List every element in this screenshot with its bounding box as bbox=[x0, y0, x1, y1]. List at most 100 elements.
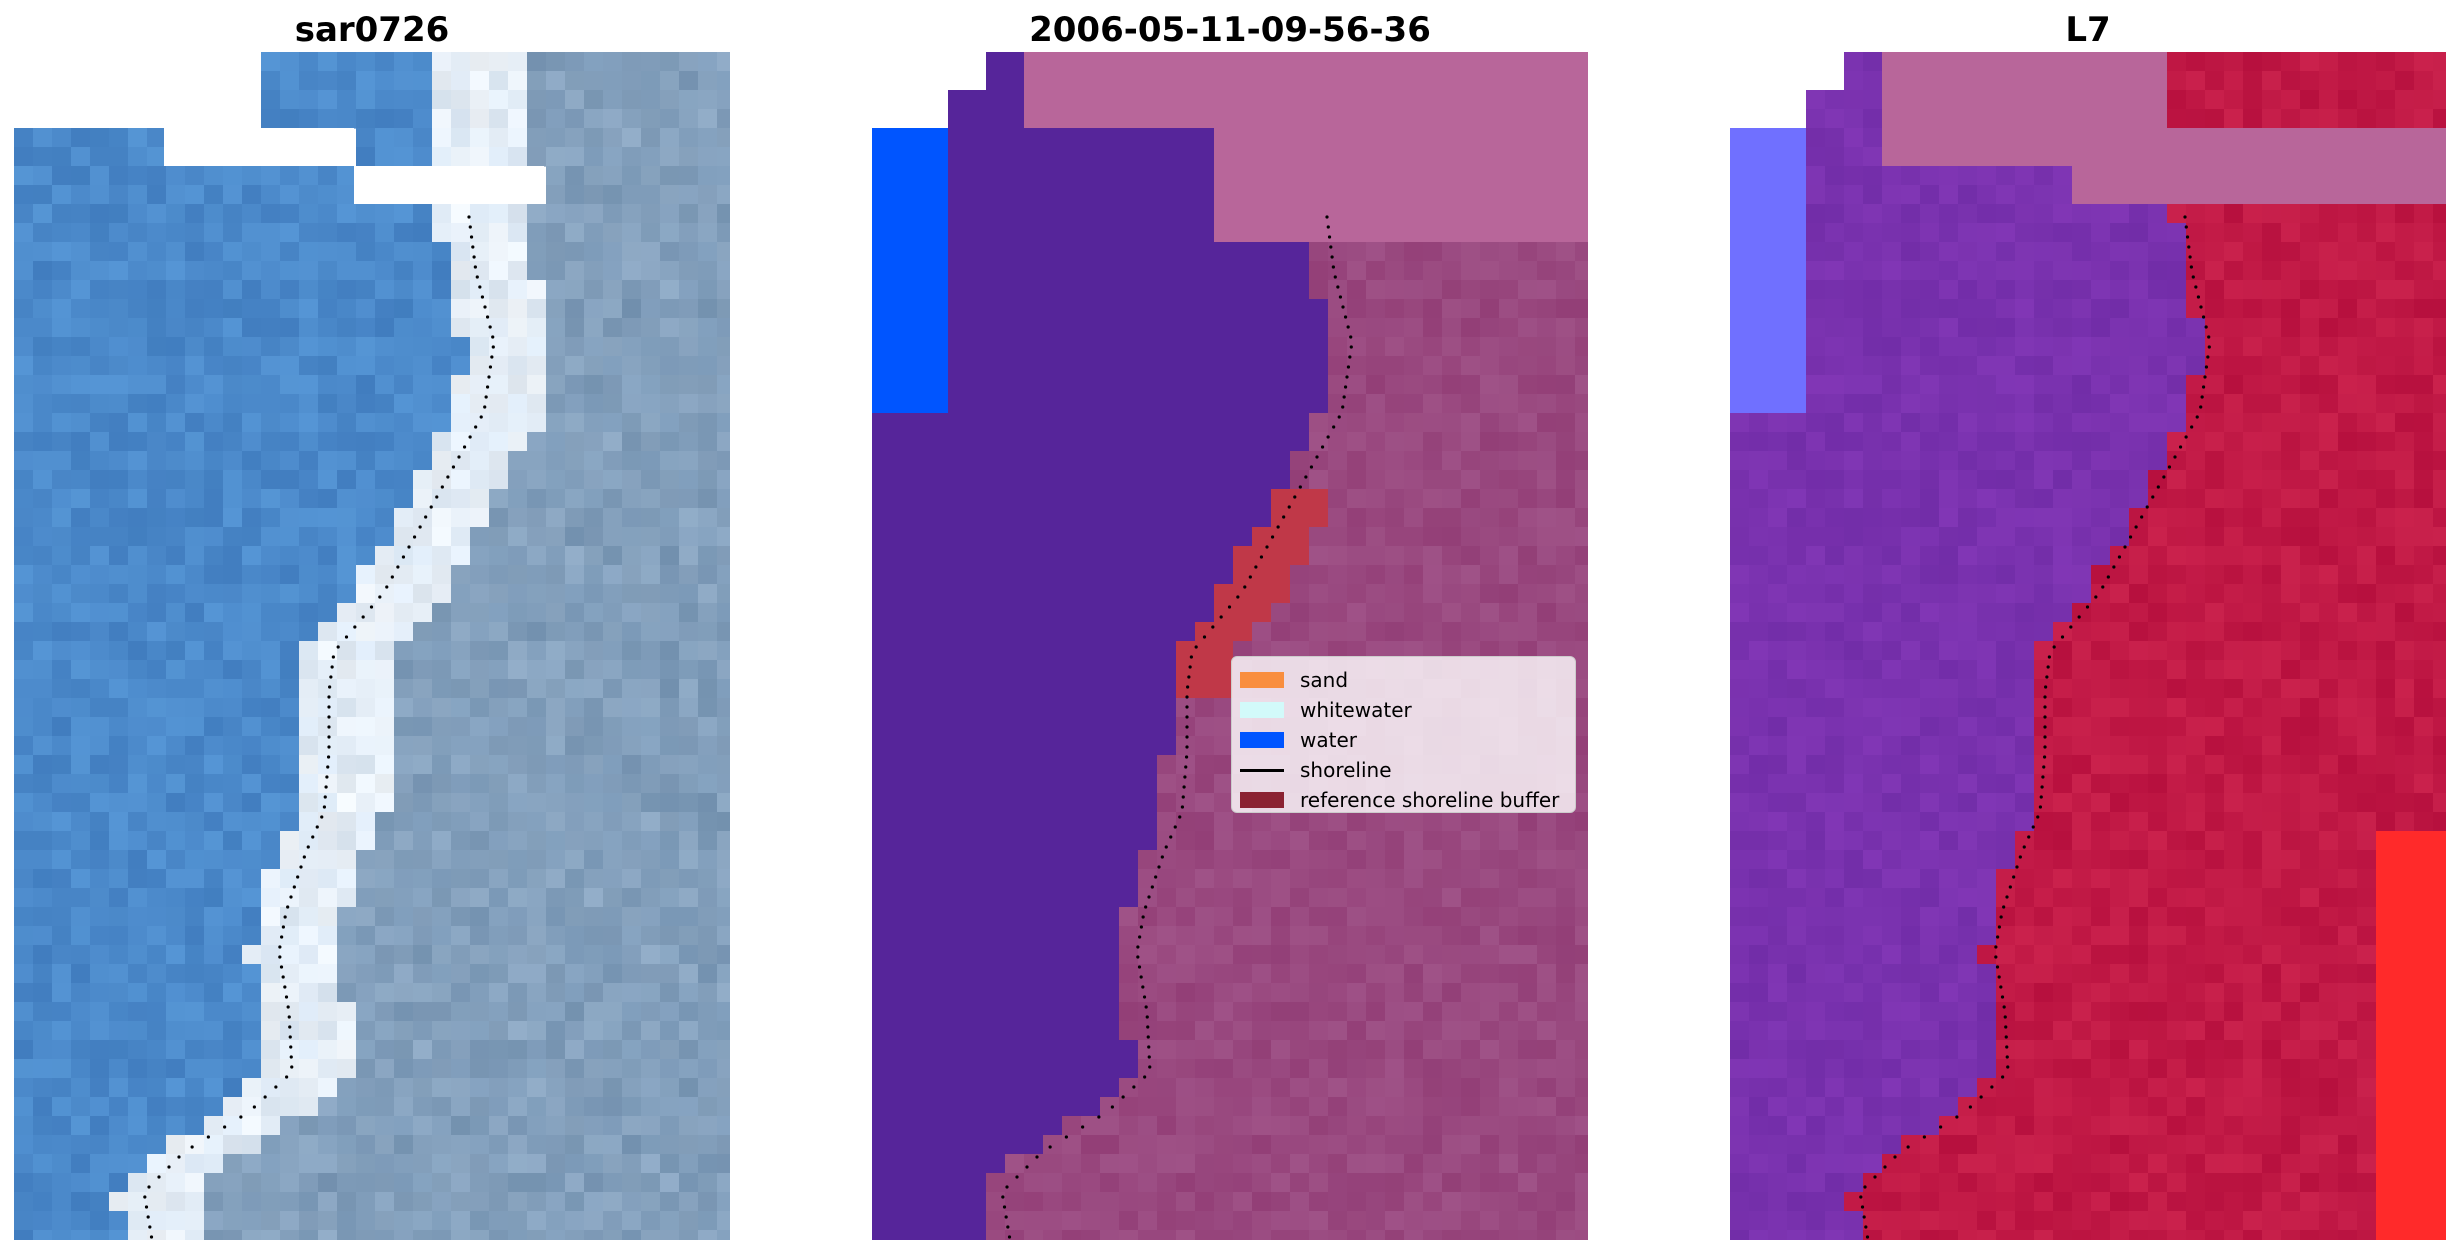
rgb-pixel bbox=[223, 584, 243, 604]
rgb-pixel bbox=[356, 812, 376, 832]
rgb-pixel bbox=[261, 1097, 281, 1117]
rgb-pixel bbox=[679, 736, 699, 756]
class-pixel bbox=[1423, 869, 1443, 889]
shoreline-dot bbox=[1139, 975, 1143, 979]
rgb-pixel bbox=[527, 850, 547, 870]
rgb-pixel bbox=[584, 1021, 604, 1041]
shoreline-dot bbox=[1276, 525, 1280, 529]
rgb-pixel bbox=[584, 641, 604, 661]
class-pixel bbox=[891, 318, 911, 338]
class-pixel bbox=[1119, 394, 1139, 414]
rgb-pixel bbox=[166, 1116, 186, 1136]
class-pixel bbox=[967, 1211, 987, 1231]
rgb-pixel bbox=[356, 755, 376, 775]
class-pixel bbox=[1195, 242, 1215, 262]
rgb-pixel bbox=[508, 1135, 528, 1155]
rgb-pixel bbox=[546, 1154, 566, 1174]
class-pixel bbox=[1271, 1230, 1291, 1240]
rgb-pixel bbox=[508, 926, 528, 946]
shoreline-dot bbox=[488, 325, 492, 329]
rgb-pixel bbox=[470, 1192, 490, 1212]
rgb-pixel bbox=[147, 1059, 167, 1079]
class-pixel bbox=[1575, 983, 1588, 1003]
rgb-pixel bbox=[489, 755, 509, 775]
class-pixel bbox=[1157, 166, 1177, 186]
rgb-pixel bbox=[14, 793, 34, 813]
class-pixel bbox=[967, 888, 987, 908]
rgb-pixel bbox=[527, 280, 547, 300]
rgb-pixel bbox=[337, 71, 357, 91]
class-pixel bbox=[929, 660, 949, 680]
rgb-pixel bbox=[717, 337, 730, 357]
class-pixel bbox=[1347, 128, 1367, 148]
rgb-pixel bbox=[242, 717, 262, 737]
rgb-pixel bbox=[375, 603, 395, 623]
rgb-pixel bbox=[679, 831, 699, 851]
class-pixel bbox=[1499, 964, 1519, 984]
rgb-pixel bbox=[489, 1173, 509, 1193]
rgb-pixel bbox=[14, 603, 34, 623]
rgb-pixel bbox=[166, 850, 186, 870]
class-pixel bbox=[1062, 622, 1082, 642]
class-pixel bbox=[1176, 755, 1196, 775]
rgb-pixel bbox=[432, 394, 452, 414]
rgb-pixel bbox=[432, 907, 452, 927]
class-pixel bbox=[1442, 1192, 1462, 1212]
rgb-pixel bbox=[147, 1192, 167, 1212]
rgb-pixel bbox=[280, 1135, 300, 1155]
rgb-pixel bbox=[242, 1059, 262, 1079]
rgb-pixel bbox=[527, 470, 547, 490]
rgb-pixel bbox=[717, 641, 730, 661]
class-pixel bbox=[967, 1040, 987, 1060]
rgb-pixel bbox=[470, 831, 490, 851]
rgb-pixel bbox=[33, 660, 53, 680]
class-pixel bbox=[891, 869, 911, 889]
class-pixel bbox=[1499, 71, 1519, 91]
class-pixel bbox=[1328, 1211, 1348, 1231]
class-pixel bbox=[948, 1116, 968, 1136]
rgb-pixel bbox=[166, 394, 186, 414]
class-pixel bbox=[1100, 128, 1120, 148]
class-pixel bbox=[1024, 622, 1044, 642]
class-pixel bbox=[1081, 679, 1101, 699]
rgb-pixel bbox=[717, 71, 730, 91]
rgb-pixel bbox=[280, 907, 300, 927]
rgb-pixel bbox=[242, 945, 262, 965]
class-pixel bbox=[1461, 1097, 1481, 1117]
class-pixel bbox=[1138, 356, 1158, 376]
rgb-pixel bbox=[204, 1230, 224, 1240]
class-pixel bbox=[1138, 964, 1158, 984]
class-pixel bbox=[1537, 964, 1557, 984]
class-pixel bbox=[1233, 641, 1253, 661]
class-pixel bbox=[1442, 261, 1462, 281]
water-index-image bbox=[1730, 52, 2446, 1240]
rgb-pixel bbox=[337, 983, 357, 1003]
class-pixel bbox=[1043, 679, 1063, 699]
rgb-pixel bbox=[565, 1173, 585, 1193]
class-pixel bbox=[1195, 755, 1215, 775]
class-pixel bbox=[872, 432, 892, 452]
rgb-pixel bbox=[451, 204, 471, 224]
rgb-pixel bbox=[14, 983, 34, 1003]
class-pixel bbox=[1480, 204, 1500, 224]
rgb-pixel bbox=[90, 565, 110, 585]
rgb-pixel bbox=[603, 850, 623, 870]
rgb-pixel bbox=[299, 527, 319, 547]
class-pixel bbox=[1062, 983, 1082, 1003]
class-pixel bbox=[1537, 869, 1557, 889]
class-pixel bbox=[1024, 52, 1044, 72]
class-pixel bbox=[1157, 565, 1177, 585]
rgb-pixel bbox=[622, 793, 642, 813]
class-pixel bbox=[1518, 1116, 1538, 1136]
class-pixel bbox=[1119, 1021, 1139, 1041]
class-pixel bbox=[1442, 622, 1462, 642]
rgb-pixel bbox=[413, 546, 433, 566]
class-pixel bbox=[1328, 90, 1348, 110]
rgb-pixel bbox=[603, 508, 623, 528]
rgb-pixel bbox=[223, 831, 243, 851]
rgb-pixel bbox=[318, 1097, 338, 1117]
class-pixel bbox=[1271, 1211, 1291, 1231]
class-pixel bbox=[967, 1021, 987, 1041]
rgb-pixel bbox=[679, 90, 699, 110]
rgb-pixel bbox=[451, 508, 471, 528]
